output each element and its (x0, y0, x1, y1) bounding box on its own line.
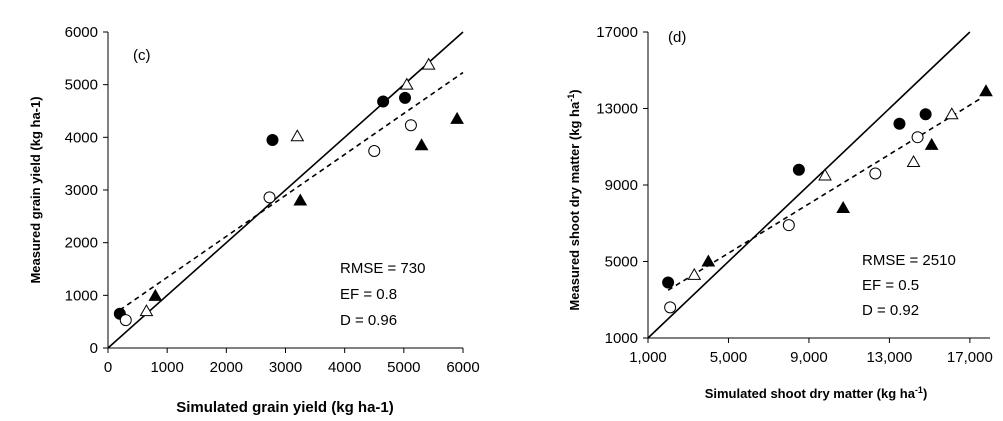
data-point-open-circle (263, 191, 276, 204)
stat-ef-c: EF = 0.8 (340, 286, 397, 303)
x-tick-label-d: 5,000 (710, 349, 748, 366)
y-tick-label-d: 1000 (605, 330, 638, 347)
y-tick-label-c: 6000 (65, 24, 98, 41)
data-point-open-circle (782, 219, 795, 232)
panel-label-d: (d) (668, 29, 686, 46)
regression-line-c (119, 71, 464, 311)
x-tick-label-d: 17,000 (947, 349, 993, 366)
y-tick-label-d: 9000 (605, 177, 638, 194)
y-tick-label-c: 0 (90, 340, 98, 357)
data-point-open-triangle (399, 77, 414, 90)
data-point-open-triangle (139, 304, 154, 317)
data-point-open-circle (869, 167, 882, 180)
data-point-open-circle (119, 314, 132, 327)
y-tick-label-d: 13000 (596, 101, 638, 118)
points-d (662, 84, 993, 314)
data-point-filled-triangle (979, 84, 993, 97)
data-point-filled-triangle (924, 137, 939, 150)
data-point-open-circle (368, 145, 381, 158)
data-point-open-triangle (290, 129, 305, 142)
x-tick-label-d: 13,000 (866, 349, 912, 366)
data-point-open-triangle (421, 57, 436, 70)
x-axis-label-d: Simulated shoot dry matter (kg ha-1) (705, 385, 928, 401)
data-point-open-triangle (906, 155, 921, 168)
x-tick-label-c: 2000 (210, 359, 243, 376)
y-tick-label-c: 2000 (65, 235, 98, 252)
x-tick-label-d: 1,000 (629, 349, 667, 366)
stat-d-c: D = 0.96 (340, 312, 397, 329)
data-point-open-circle (911, 131, 924, 144)
data-point-filled-circle (893, 117, 906, 130)
stat-d-d: D = 0.92 (862, 302, 919, 319)
lines-d (647, 31, 981, 339)
data-point-open-circle (664, 301, 677, 314)
axes-c: 0 1000 2000 3000 4000 5000 6000 0 1000 2000 3000 40… (65, 24, 480, 376)
chart-panel-d: 1,000 5,000 9,000 13,000 17,000 1000 5000 9000 1… (566, 24, 993, 401)
x-axis-label-c: Simulated grain yield (kg ha-1) (176, 399, 394, 416)
data-point-open-circle (404, 119, 417, 132)
x-tick-label-c: 5000 (387, 359, 420, 376)
y-tick-label-d: 17000 (596, 24, 638, 41)
panel-label-c: (c) (133, 47, 151, 64)
one-to-one-line-d (647, 31, 971, 339)
y-tick-label-c: 5000 (65, 77, 98, 94)
data-point-filled-triangle (148, 288, 163, 301)
stat-rmse-d: RMSE = 2510 (862, 252, 956, 269)
data-point-open-triangle (944, 107, 959, 120)
data-point-open-triangle (687, 267, 702, 280)
data-point-filled-triangle (414, 138, 429, 151)
y-tick-label-c: 3000 (65, 182, 98, 199)
data-point-filled-triangle (701, 254, 716, 267)
data-point-filled-circle (919, 108, 932, 121)
x-tick-label-c: 6000 (446, 359, 479, 376)
data-point-filled-circle (266, 133, 279, 146)
regression-line-d (667, 98, 981, 291)
y-tick-label-c: 1000 (65, 287, 98, 304)
data-point-filled-circle (399, 91, 412, 104)
x-tick-label-c: 0 (104, 359, 112, 376)
data-point-filled-circle (792, 163, 805, 176)
stat-rmse-c: RMSE = 730 (340, 260, 425, 277)
y-axis-label-d: Measured shoot dry matter (kg ha-1) (566, 89, 582, 310)
x-tick-label-c: 3000 (269, 359, 302, 376)
data-point-filled-triangle (836, 200, 851, 213)
data-point-filled-circle (377, 95, 390, 108)
data-point-filled-circle (662, 276, 675, 289)
x-tick-label-d: 9,000 (790, 349, 828, 366)
points-c (113, 57, 464, 327)
x-tick-label-c: 1000 (150, 359, 183, 376)
x-tick-label-c: 4000 (328, 359, 361, 376)
data-point-filled-triangle (293, 193, 308, 206)
stat-ef-d: EF = 0.5 (862, 277, 919, 294)
y-tick-label-c: 4000 (65, 129, 98, 146)
data-point-filled-triangle (450, 111, 464, 124)
y-axis-label-c: Measured grain yield (kg ha-1) (28, 96, 43, 283)
chart-panel-c: 0 1000 2000 3000 4000 5000 6000 0 1000 2000 3000 40… (28, 24, 480, 416)
data-point-open-triangle (818, 168, 832, 181)
axes-d: 1,000 5,000 9,000 13,000 17,000 1000 5000 9000 1… (596, 24, 993, 366)
y-tick-label-d: 5000 (605, 254, 638, 271)
